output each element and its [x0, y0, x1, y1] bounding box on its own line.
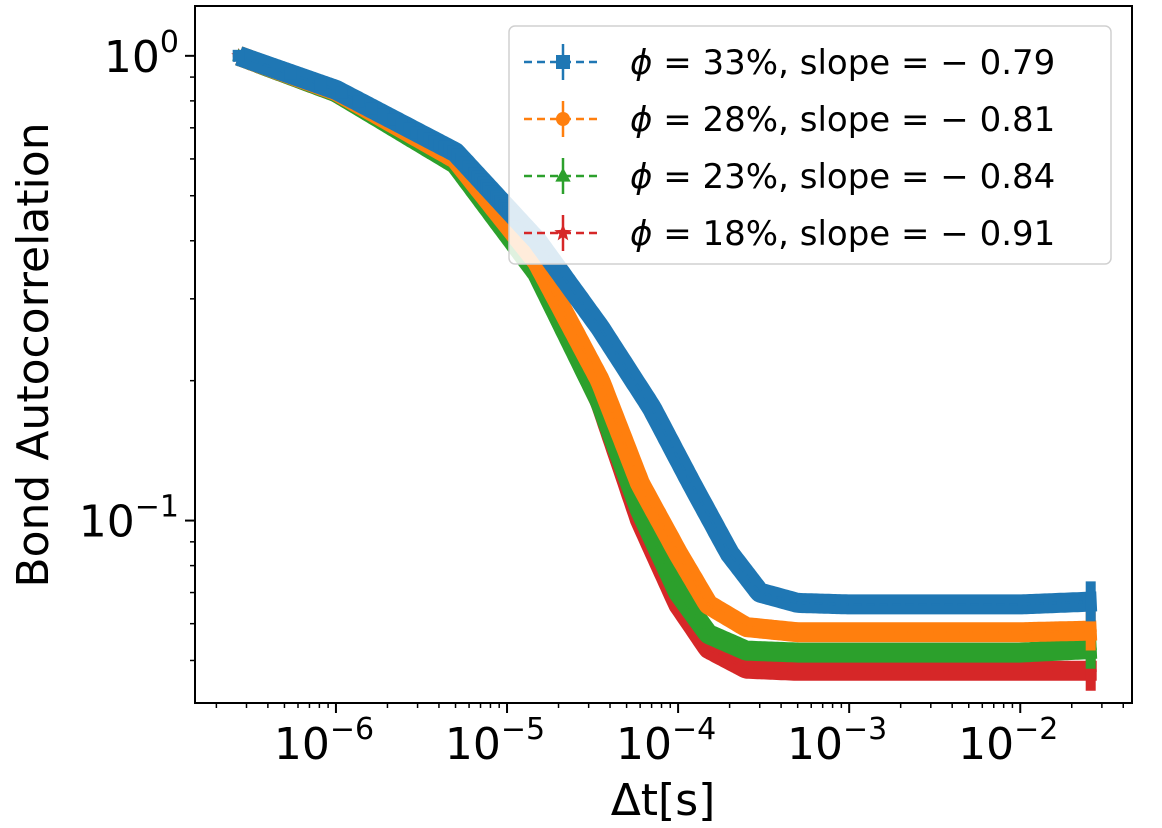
x-axis-label: Δt[s]	[611, 775, 716, 826]
y-axis-label: Bond Autocorrelation	[8, 122, 59, 587]
legend-entry-2: ϕ = 28%, slope = − 0.81	[524, 100, 1055, 140]
series-1-marker	[352, 95, 365, 108]
legend-label: ϕ = 18%, slope = − 0.91	[630, 214, 1055, 254]
legend-marker	[555, 167, 571, 182]
legend-label: ϕ = 33%, slope = − 0.79	[630, 43, 1055, 83]
legend-marker	[554, 223, 572, 241]
series-1-marker	[335, 86, 348, 99]
x-tick-label: 10−6	[274, 712, 374, 770]
legend-marker	[556, 112, 570, 126]
legend-label: ϕ = 28%, slope = − 0.81	[630, 100, 1055, 140]
x-tick-label: 10−2	[958, 712, 1058, 770]
x-tick-label: 10−5	[445, 712, 545, 770]
y-tick-label: 10−1	[79, 490, 179, 548]
legend-marker	[556, 55, 570, 69]
x-tick-label: 10−3	[787, 712, 887, 770]
legend-label: ϕ = 23%, slope = − 0.84	[630, 157, 1055, 197]
axis-labels: Δt[s] Bond Autocorrelation	[8, 122, 715, 826]
legend-entry-3: ϕ = 23%, slope = − 0.84	[524, 157, 1055, 197]
series-layer	[230, 46, 1105, 691]
legend: ϕ = 33%, slope = − 0.79 ϕ = 28%, slope = …	[508, 25, 1112, 265]
legend-entry-1: ϕ = 33%, slope = − 0.79	[524, 43, 1055, 83]
x-tick-label: 10−4	[616, 712, 716, 770]
legend-box	[508, 25, 1112, 265]
ticks-layer: 10−6 10−5 10−4 10−3 10−2 100 10−1	[79, 25, 1124, 770]
series-1-marker	[232, 49, 245, 62]
series-1-marker	[284, 67, 297, 80]
y-tick-label: 100	[104, 25, 179, 83]
series-1-marker	[365, 102, 378, 115]
legend-entry-4: ϕ = 18%, slope = − 0.91	[524, 214, 1055, 254]
plot-frame	[194, 5, 1133, 704]
series-1-marker	[377, 108, 390, 121]
series-1-marker	[314, 78, 327, 91]
